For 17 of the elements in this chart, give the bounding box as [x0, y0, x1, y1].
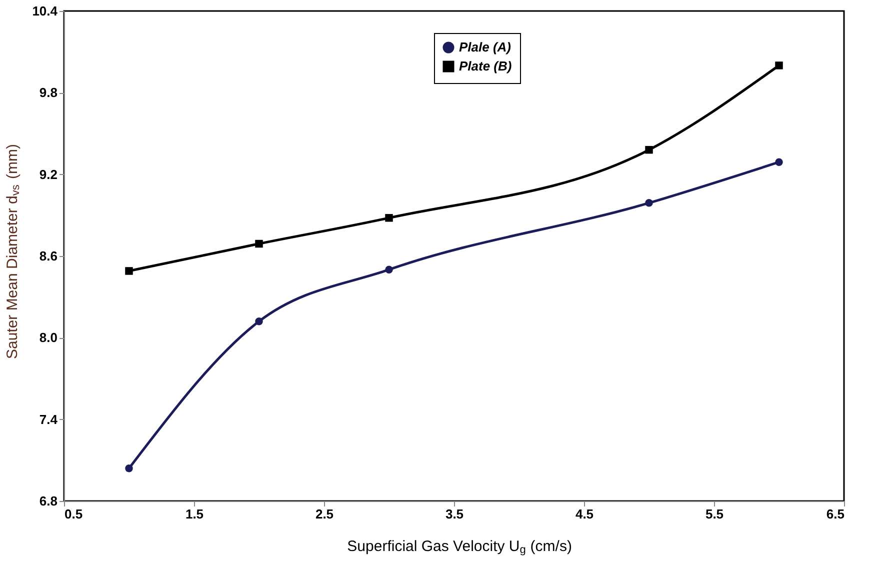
x-tick-label: 2.5: [315, 506, 334, 522]
legend-label: Plate (B): [459, 58, 512, 74]
x-tick-label: 1.5: [185, 506, 204, 522]
y-tick-label: 7.4: [39, 412, 58, 427]
x-tick-label: 3.5: [445, 506, 464, 522]
x-tick-label: 6.5: [826, 506, 844, 522]
y-tick-label: 10.4: [32, 4, 58, 18]
y-axis-title: Sauter Mean Diameter dvs (mm): [4, 144, 22, 360]
x-tick-label: 4.5: [575, 506, 594, 522]
y-tick-label: 8.6: [39, 248, 58, 264]
y-tick-label: 9.2: [39, 166, 58, 182]
x-tick-label: 0.5: [64, 506, 83, 522]
y-tick-label: 6.8: [39, 494, 58, 508]
legend-label: Plale (A): [459, 40, 512, 54]
y-tick-label: 8.0: [39, 330, 58, 346]
y-tick-label: 9.8: [39, 85, 58, 100]
x-tick-label: 5.5: [705, 506, 724, 522]
